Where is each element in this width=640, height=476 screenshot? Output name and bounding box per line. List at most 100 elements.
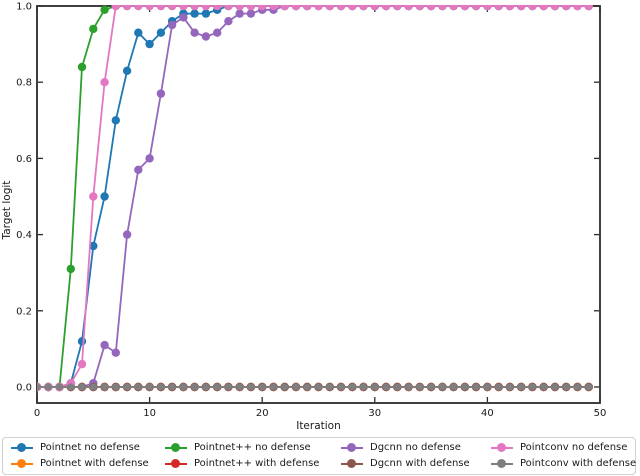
data-point xyxy=(540,383,548,391)
data-point xyxy=(303,383,311,391)
data-point xyxy=(325,5,334,11)
data-point xyxy=(168,383,176,391)
data-point xyxy=(348,383,356,391)
legend-item-label: Pointnet with defense xyxy=(40,458,149,469)
data-point xyxy=(89,192,98,201)
data-point xyxy=(291,5,301,11)
data-point xyxy=(359,383,368,391)
series-line xyxy=(37,5,589,388)
data-point xyxy=(156,5,166,11)
data-point xyxy=(505,5,515,11)
x-tick-label: 10 xyxy=(143,408,156,419)
data-point xyxy=(247,383,255,391)
legend-item-label: Pointconv with defense xyxy=(520,458,637,469)
data-point xyxy=(483,383,491,391)
data-point xyxy=(77,337,87,346)
data-point xyxy=(66,264,76,274)
data-point xyxy=(145,5,154,11)
data-point xyxy=(123,383,131,391)
legend-item: Pointconv with defense xyxy=(491,459,636,469)
data-point xyxy=(201,32,211,41)
x-axis-label: Iteration xyxy=(296,420,341,432)
data-point xyxy=(201,9,211,18)
data-point xyxy=(101,383,109,391)
data-point xyxy=(573,383,582,391)
data-point xyxy=(134,383,142,391)
series-pointconv-with-defense xyxy=(37,383,593,391)
data-point xyxy=(381,5,391,11)
data-point xyxy=(213,5,222,11)
legend-marker-icon xyxy=(11,459,33,469)
data-point xyxy=(584,5,593,11)
y-tick-label: 0.6 xyxy=(16,154,32,165)
x-tick-label: 20 xyxy=(256,408,269,419)
data-point xyxy=(460,5,470,11)
data-point xyxy=(269,5,278,11)
legend-item: Pointnet no defense xyxy=(11,443,165,453)
legend-marker-icon xyxy=(165,443,187,453)
data-point xyxy=(100,340,109,350)
legend-marker-icon xyxy=(165,459,187,469)
data-point xyxy=(179,13,188,22)
data-point xyxy=(427,383,435,391)
data-point xyxy=(236,383,244,391)
data-point xyxy=(213,28,222,37)
data-point xyxy=(269,383,278,391)
series-dgcnn-no-defense xyxy=(37,5,593,392)
data-point xyxy=(179,5,188,11)
data-point xyxy=(326,383,334,391)
data-point xyxy=(246,5,256,11)
data-point xyxy=(77,359,87,369)
series-line xyxy=(37,5,589,388)
data-point xyxy=(438,383,446,391)
data-point xyxy=(550,5,560,11)
data-point xyxy=(111,5,120,11)
legend: Pointnet no defense Pointnet++ no defens… xyxy=(2,437,636,475)
data-point xyxy=(337,383,345,391)
data-point xyxy=(551,383,559,391)
data-point xyxy=(111,116,121,125)
data-point xyxy=(146,383,154,391)
plot-frame xyxy=(36,5,601,404)
data-point xyxy=(280,5,289,11)
data-point xyxy=(235,9,244,18)
data-point xyxy=(416,383,424,391)
data-point xyxy=(494,5,503,11)
data-point xyxy=(224,17,233,26)
data-point xyxy=(224,5,233,11)
data-point xyxy=(382,383,390,391)
data-point xyxy=(122,66,132,76)
data-point xyxy=(224,383,232,391)
data-point xyxy=(202,383,210,391)
data-point xyxy=(449,5,458,11)
data-point xyxy=(179,383,187,391)
data-point xyxy=(562,383,570,391)
y-tick-label: 0.0 xyxy=(16,382,32,393)
x-tick-label: 30 xyxy=(368,408,381,419)
data-point xyxy=(100,5,109,14)
data-point xyxy=(517,383,525,391)
data-point xyxy=(44,383,52,391)
data-point xyxy=(89,24,98,34)
data-point xyxy=(190,5,199,11)
data-point xyxy=(122,230,132,239)
data-point xyxy=(472,383,480,391)
data-point xyxy=(235,5,244,11)
data-point xyxy=(89,241,98,251)
legend-item: Pointnet++ no defense xyxy=(165,443,341,453)
data-point xyxy=(562,5,571,11)
legend-item: Pointnet++ with defense xyxy=(165,459,341,469)
legend-item: Pointconv no defense xyxy=(491,443,636,453)
legend-item: Dgcnn with defense xyxy=(341,459,491,469)
x-tick-label: 50 xyxy=(594,408,607,419)
x-tick-label: 0 xyxy=(34,408,40,419)
data-point xyxy=(461,383,469,391)
data-point xyxy=(89,383,97,391)
legend-item-label: Dgcnn no defense xyxy=(370,442,461,453)
data-point xyxy=(495,383,503,391)
data-point xyxy=(258,5,267,11)
legend-marker-icon xyxy=(491,443,513,453)
y-tick-label: 0.2 xyxy=(16,306,32,317)
legend-item: Pointnet with defense xyxy=(11,459,165,469)
